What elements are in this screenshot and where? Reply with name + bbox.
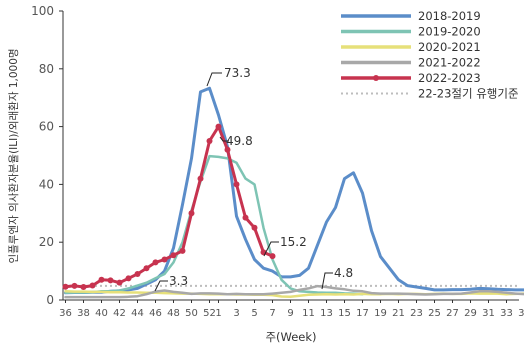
data-point-2022-2023 (179, 247, 186, 254)
data-point-2022-2023 (224, 146, 231, 153)
data-point-2022-2023 (116, 279, 123, 286)
x-tick-label: 48 (167, 308, 180, 319)
x-tick-label: 33 (500, 308, 513, 319)
y-tick-label: 80 (39, 62, 54, 76)
x-tick-label: 21 (392, 308, 405, 319)
data-point-2022-2023 (152, 259, 159, 266)
series-line-2019-2020 (64, 154, 364, 296)
data-point-2022-2023 (242, 214, 249, 221)
x-tick-label: 44 (131, 308, 144, 319)
x-tick-label: 11 (302, 308, 315, 319)
data-point-2022-2023 (269, 253, 276, 260)
x-tick-label: 46 (149, 308, 162, 319)
legend-label-2021-2022: 2021-2022 (418, 56, 481, 70)
data-point-2022-2023 (197, 175, 204, 182)
annotation-label: 15.2 (280, 235, 307, 249)
legend-marker (373, 75, 379, 81)
data-point-2022-2023 (107, 277, 114, 284)
data-point-2022-2023 (89, 282, 96, 289)
x-tick-label: 1 (215, 308, 221, 319)
x-tick-label: 31 (482, 308, 495, 319)
y-tick-label: 20 (39, 235, 54, 249)
data-point-2022-2023 (125, 275, 132, 282)
x-tick-label: 3 (233, 308, 239, 319)
legend-label-2019-2020: 2019-2020 (418, 25, 481, 39)
x-tick-label: 40 (95, 308, 108, 319)
x-tick-label: 23 (410, 308, 423, 319)
annotation-label: 4.8 (334, 266, 353, 280)
y-tick-label: 0 (46, 293, 54, 307)
x-axis-label: 주(Week) (265, 330, 316, 344)
x-tick-label: 19 (374, 308, 387, 319)
x-tick-label: 35 (518, 308, 524, 319)
x-tick-label: 50 (185, 308, 198, 319)
annotation-leader (206, 72, 222, 87)
legend-label-22-23절기 유행기준: 22-23절기 유행기준 (418, 87, 519, 101)
series-group (62, 86, 524, 299)
x-tick-label: 7 (269, 308, 275, 319)
data-point-2022-2023 (134, 270, 141, 277)
y-tick-label: 40 (39, 177, 54, 191)
annotation-leader (219, 136, 229, 142)
data-point-2022-2023 (98, 276, 105, 283)
legend-label-2020-2021: 2020-2021 (418, 40, 481, 54)
x-tick-label: 36 (59, 308, 72, 319)
data-point-2022-2023 (206, 138, 213, 145)
y-tick-label: 100 (31, 4, 54, 18)
x-tick-label: 25 (428, 308, 441, 319)
data-point-2022-2023 (215, 123, 222, 130)
data-point-2022-2023 (143, 265, 150, 272)
annotation-leader (154, 280, 168, 292)
data-point-2022-2023 (188, 210, 195, 217)
series-line-2021-2022 (64, 284, 524, 299)
data-point-2022-2023 (251, 224, 258, 231)
data-point-2022-2023 (71, 282, 78, 289)
series-line-2018-2019 (64, 86, 524, 295)
x-tick-label: 52 (203, 308, 216, 319)
annotations-group: 73.3 49.8 15.2 3.3 4.8 (154, 66, 353, 292)
x-tick-label: 38 (77, 308, 90, 319)
data-point-2022-2023 (62, 283, 69, 290)
annotation-leader (321, 272, 333, 290)
x-tick-label: 17 (356, 308, 369, 319)
annotation-leader (263, 241, 279, 257)
x-tick-label: 15 (338, 308, 351, 319)
data-point-2022-2023 (80, 283, 87, 290)
legend-label-2022-2023: 2022-2023 (418, 71, 481, 85)
data-point-2022-2023 (233, 181, 240, 188)
y-tick-label: 60 (39, 120, 54, 134)
x-tick-label: 9 (287, 308, 293, 319)
x-tick-label: 42 (113, 308, 126, 319)
x-tick-label: 27 (446, 308, 459, 319)
x-tick-label: 13 (320, 308, 333, 319)
annotation-label: 3.3 (169, 274, 188, 288)
y-axis-label: 인플루엔자 의사환자분율(ILI)/외래환자 1,000명 (8, 48, 20, 263)
x-tick-label: 29 (464, 308, 477, 319)
annotation-label: 49.8 (226, 134, 253, 148)
data-point-2022-2023 (161, 256, 168, 263)
x-tick-label: 5 (251, 308, 257, 319)
legend-label-2018-2019: 2018-2019 (418, 9, 481, 23)
annotation-label: 73.3 (224, 66, 251, 80)
data-point-2022-2023 (170, 252, 177, 259)
